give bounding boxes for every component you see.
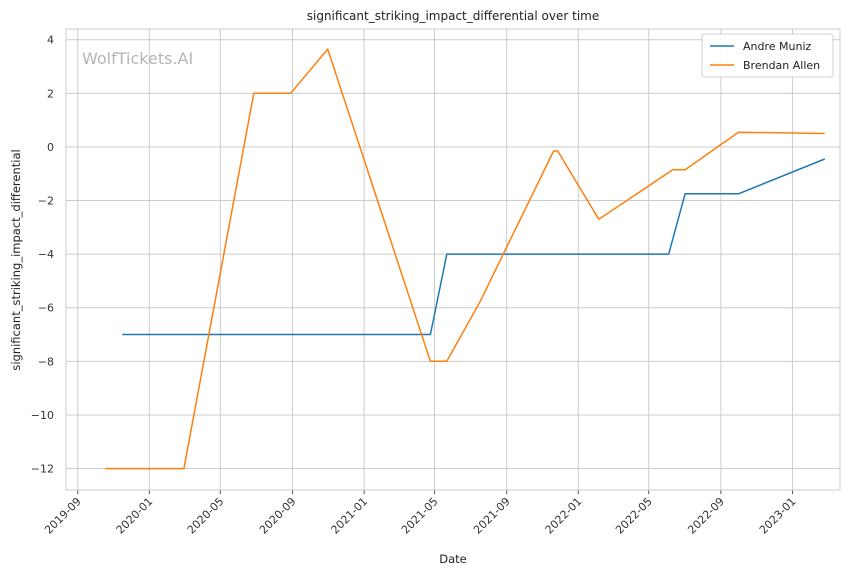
y-tick-label: 2 [47, 87, 54, 100]
x-tick-labels: 2019-09 2020-01 2020-05 2020-09 2021-01 2021-… [42, 495, 798, 537]
y-tick-label: 4 [47, 34, 54, 47]
y-tick-label: −2 [38, 195, 54, 208]
x-tick-label: 2020-09 [257, 495, 299, 537]
x-tick-label: 2022-09 [685, 495, 727, 537]
series-line-0 [122, 158, 825, 336]
grid [66, 29, 840, 494]
y-tick-label: −12 [31, 463, 54, 476]
x-tick-label: 2020-05 [185, 495, 227, 537]
x-tick-label: 2023-01 [757, 495, 799, 537]
x-tick-label: 2022-01 [543, 495, 585, 537]
plot-frame [65, 28, 841, 491]
legend-label: Brendan Allen [743, 59, 820, 72]
x-tick-label: 2021-09 [471, 495, 513, 537]
series-line-1 [105, 48, 825, 470]
series-layer [105, 48, 825, 470]
y-tick-label: 0 [47, 141, 54, 154]
watermark: WolfTickets.AI [82, 49, 193, 68]
y-tick-labels: 4 2 0 −2 −4 −6 −8 −10 −12 [31, 34, 54, 476]
legend: Andre Muniz Brendan Allen [701, 33, 834, 78]
x-tick-label: 2021-05 [399, 495, 441, 537]
y-tick-label: −6 [38, 302, 54, 315]
x-tick-label: 2020-01 [114, 495, 156, 537]
legend-label: Andre Muniz [743, 40, 812, 53]
y-tick-label: −10 [31, 409, 54, 422]
chart-title: significant_striking_impact_differential… [307, 9, 599, 23]
legend-box [701, 33, 834, 78]
x-tick-label: 2019-09 [42, 495, 84, 537]
y-tick-label: −8 [38, 355, 54, 368]
x-axis-label: Date [439, 552, 467, 566]
y-axis-label: significant_striking_impact_differential [9, 149, 23, 370]
y-tick-label: −4 [38, 248, 54, 261]
x-tick-label: 2022-05 [613, 495, 655, 537]
x-tick-label: 2021-01 [329, 495, 371, 537]
